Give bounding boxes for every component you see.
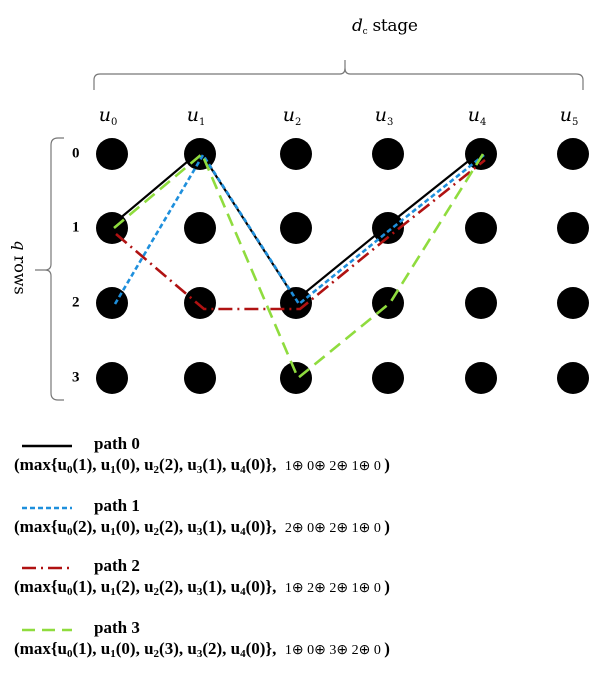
node-u1-row3	[184, 362, 216, 394]
column-label-u4: u4	[467, 104, 487, 128]
node-u5-row0	[557, 138, 589, 170]
row-label-2: 2	[72, 294, 80, 311]
braces	[35, 60, 584, 401]
legend-line-sample	[20, 561, 76, 571]
legend-entry-path-0: path 0 (max{u0(1), u1(0), u2(2), u3(1), u…	[14, 434, 390, 476]
node-u1-row0	[184, 138, 216, 170]
node-u3-row3	[372, 362, 404, 394]
node-u1-row2	[184, 287, 216, 319]
legend-entry-header: path 0	[14, 434, 390, 454]
legend-path-name: path 3	[94, 618, 140, 637]
path-line-2	[115, 158, 486, 311]
node-u4-row2	[465, 287, 497, 319]
node-u0-row3	[96, 362, 128, 394]
legend-entry-path-1: path 1 (max{u0(2), u1(0), u2(2), u3(1), u…	[14, 496, 390, 538]
path-line-3	[113, 151, 485, 381]
node-u4-row3	[465, 362, 497, 394]
legend-line-sample	[20, 439, 76, 449]
legend-formula: (max{u0(1), u1(0), u2(3), u3(2), u4(0)},…	[14, 639, 390, 660]
column-label-u2: u2	[282, 104, 302, 128]
row-label-3: 3	[72, 369, 80, 386]
legend-entry-path-3: path 3 (max{u0(1), u1(0), u2(3), u3(2), u…	[14, 618, 390, 660]
node-u2-row1	[280, 212, 312, 244]
path-line-1	[113, 152, 485, 306]
legend-path-name: path 1	[94, 496, 140, 515]
column-label-u5: u5	[559, 104, 579, 128]
node-u1-row1	[184, 212, 216, 244]
legend-entry-header: path 2	[14, 556, 390, 576]
node-u2-row2	[280, 287, 312, 319]
rows-brace	[35, 137, 64, 401]
node-u4-row1	[465, 212, 497, 244]
node-grid	[96, 138, 589, 394]
node-u4-row0	[465, 138, 497, 170]
legend-entry-header: path 3	[14, 618, 390, 638]
column-label-u3: u3	[374, 104, 394, 128]
column-label-u0: u0	[98, 104, 118, 128]
node-u5-row1	[557, 212, 589, 244]
legend-formula: (max{u0(2), u1(0), u2(2), u3(1), u4(0)},…	[14, 517, 390, 538]
legend-path-name: path 2	[94, 556, 140, 575]
legend-formula: (max{u0(1), u1(0), u2(2), u3(1), u4(0)},…	[14, 455, 390, 476]
legend-entry-path-2: path 2 (max{u0(1), u1(2), u2(2), u3(1), u…	[14, 556, 390, 598]
legend-path-name: path 0	[94, 434, 140, 453]
node-u2-row3	[280, 362, 312, 394]
node-u3-row0	[372, 138, 404, 170]
legend-formula: (max{u0(1), u1(2), u2(2), u3(1), u4(0)},…	[14, 577, 390, 598]
column-label-u1: u1	[186, 104, 206, 128]
stage-brace	[93, 60, 584, 90]
row-label-1: 1	[72, 219, 80, 236]
node-u2-row0	[280, 138, 312, 170]
node-u5-row3	[557, 362, 589, 394]
node-u5-row2	[557, 287, 589, 319]
legend-samples	[22, 444, 72, 632]
legend-entry-header: path 1	[14, 496, 390, 516]
legend-line-sample	[20, 501, 76, 511]
node-u0-row2	[96, 287, 128, 319]
stage-label: dc stage	[352, 16, 418, 37]
row-label-0: 0	[72, 145, 80, 162]
legend-line-sample	[20, 623, 76, 633]
rows-axis-label: q rows	[10, 240, 30, 295]
node-u0-row0	[96, 138, 128, 170]
path-lines	[111, 149, 486, 381]
